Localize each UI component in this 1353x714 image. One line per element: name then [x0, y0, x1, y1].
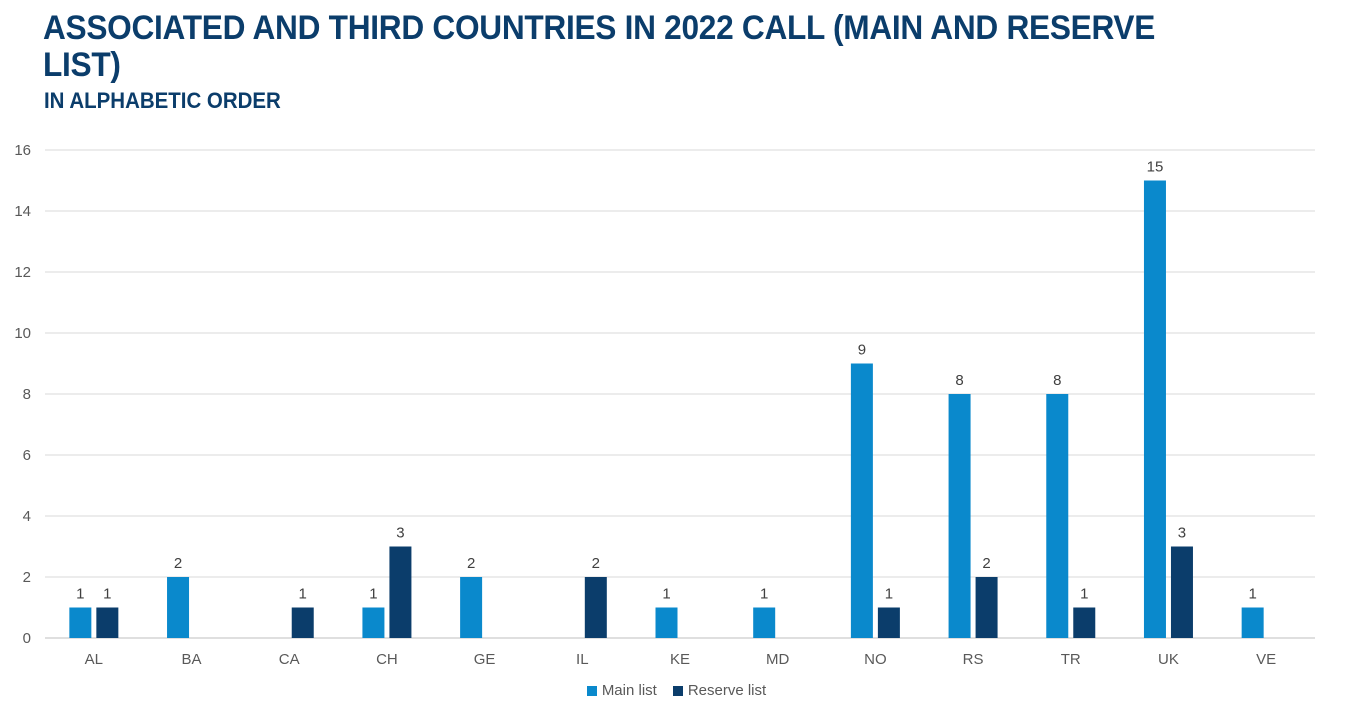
bar-reserve-tr — [1073, 607, 1096, 638]
data-label: 1 — [760, 586, 768, 603]
y-tick-label: 0 — [23, 630, 31, 647]
bar-main-md — [753, 607, 776, 638]
data-label: 15 — [1147, 159, 1164, 176]
data-label: 2 — [982, 555, 990, 572]
legend-label-reserve: Reserve list — [687, 682, 767, 699]
y-axis-ticks: 0 2 4 6 8 10 12 14 16 — [14, 142, 31, 647]
data-label: 2 — [174, 555, 182, 572]
bar-main-tr — [1046, 394, 1069, 638]
y-tick-label: 8 — [23, 386, 31, 403]
bar-reserve-ch — [389, 546, 412, 638]
x-tick-label: IL — [576, 651, 589, 668]
data-label: 1 — [662, 586, 670, 603]
bar-reserve-no — [877, 607, 900, 638]
chart-subtitle: IN ALPHABETIC ORDER — [44, 88, 281, 113]
x-tick-label: VE — [1256, 651, 1276, 668]
x-tick-label: NO — [864, 651, 887, 668]
legend-label-main: Main list — [601, 682, 657, 699]
x-tick-label: CH — [376, 651, 398, 668]
legend: Main list Reserve list — [0, 682, 1353, 699]
bar-main-no — [850, 363, 873, 638]
bar-main-ve — [1241, 607, 1264, 638]
chart-title: ASSOCIATED AND THIRD COUNTRIES IN 2022 C… — [43, 9, 1156, 84]
y-tick-label: 2 — [23, 569, 31, 586]
data-label: 8 — [955, 372, 963, 389]
y-tick-label: 16 — [14, 142, 31, 159]
y-tick-label: 10 — [14, 325, 31, 342]
legend-swatch-reserve — [672, 685, 683, 696]
data-label: 8 — [1053, 372, 1061, 389]
data-labels: 1 1 2 1 1 3 2 2 1 1 9 1 8 2 8 1 15 3 1 — [76, 159, 1257, 603]
data-label: 1 — [299, 586, 307, 603]
data-label: 9 — [858, 342, 866, 359]
data-label: 1 — [1248, 586, 1256, 603]
data-label: 2 — [592, 555, 600, 572]
bar-main-rs — [948, 394, 971, 638]
legend-item-main: Main list — [586, 682, 657, 699]
x-axis-ticks: AL BA CA CH GE IL KE MD NO RS TR UK VE — [85, 651, 1276, 668]
x-tick-label: RS — [963, 651, 984, 668]
data-label: 1 — [1080, 586, 1088, 603]
legend-item-reserve: Reserve list — [672, 682, 767, 699]
bar-reserve-al — [96, 607, 119, 638]
x-tick-label: KE — [670, 651, 690, 668]
data-label: 3 — [1178, 525, 1186, 542]
bar-reserve-rs — [975, 577, 998, 638]
data-label: 3 — [396, 525, 404, 542]
x-tick-label: TR — [1061, 651, 1081, 668]
bar-main-ke — [655, 607, 678, 638]
x-tick-label: MD — [766, 651, 789, 668]
data-label: 1 — [103, 586, 111, 603]
bar-reserve-ca — [291, 607, 314, 638]
x-tick-label: AL — [85, 651, 103, 668]
legend-swatch-main — [586, 685, 597, 696]
data-label: 2 — [467, 555, 475, 572]
y-tick-label: 14 — [14, 203, 31, 220]
bar-main-ch — [362, 607, 385, 638]
x-tick-label: CA — [279, 651, 300, 668]
y-tick-label: 4 — [23, 508, 31, 525]
data-label: 1 — [76, 586, 84, 603]
bar-reserve-uk — [1170, 546, 1193, 638]
y-tick-label: 6 — [23, 447, 31, 464]
x-tick-label: GE — [474, 651, 496, 668]
bar-main-ba — [167, 577, 190, 638]
bar-main-al — [69, 607, 92, 638]
data-label: 1 — [369, 586, 377, 603]
bar-reserve-il — [584, 577, 607, 638]
y-tick-label: 12 — [14, 264, 31, 281]
x-tick-label: UK — [1158, 651, 1179, 668]
bar-main-ge — [460, 577, 483, 638]
bars — [69, 180, 1264, 638]
bar-main-uk — [1143, 180, 1166, 638]
x-tick-label: BA — [182, 651, 202, 668]
gridlines — [45, 149, 1315, 639]
data-label: 1 — [885, 586, 893, 603]
